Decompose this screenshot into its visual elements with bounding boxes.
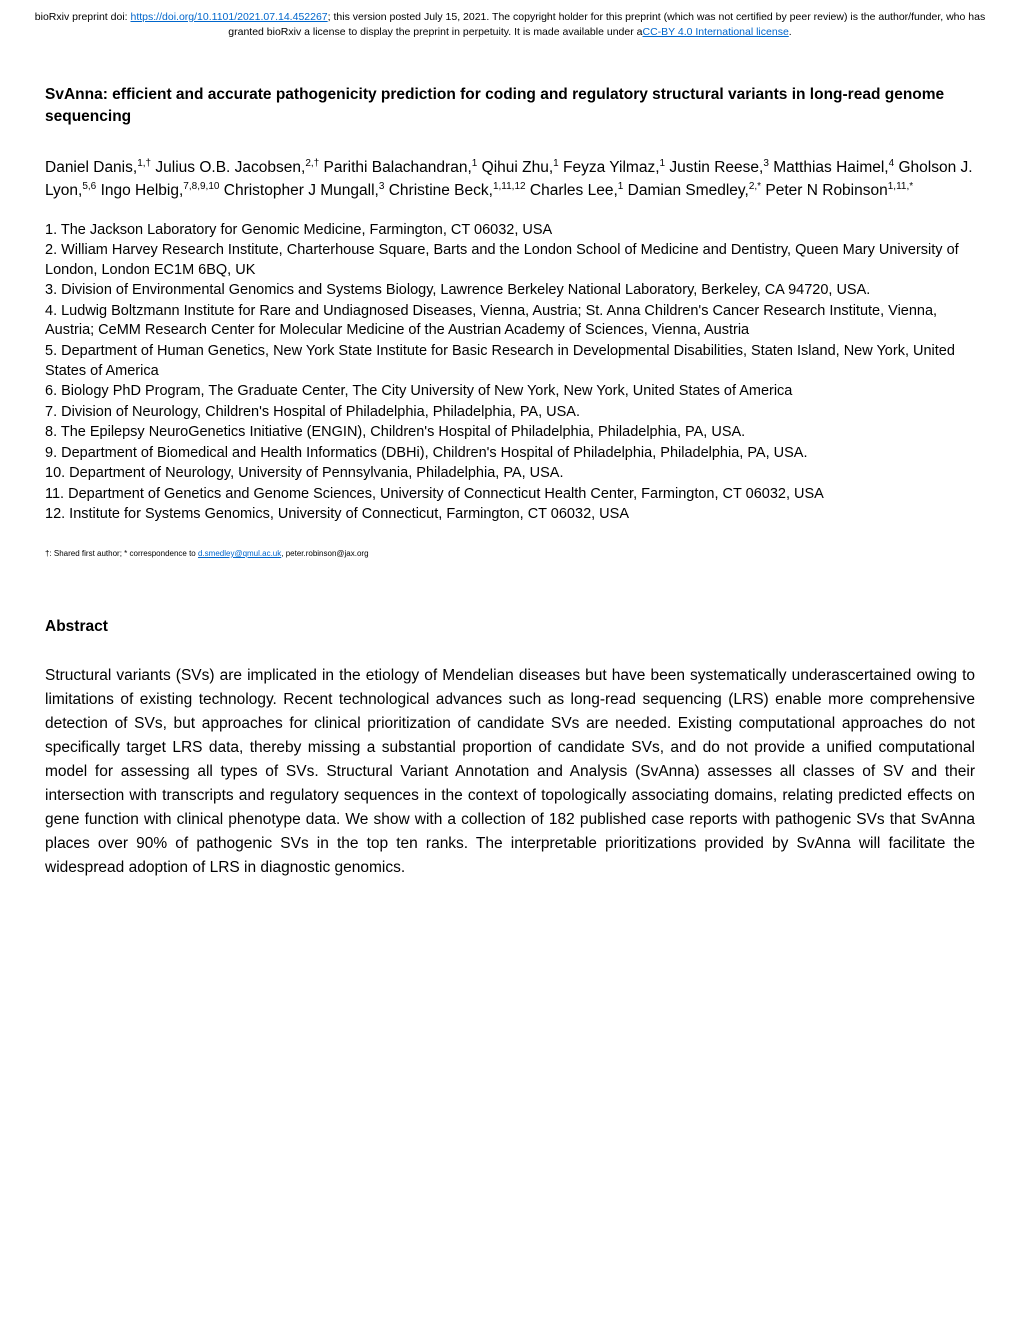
affiliation-item: 2. William Harvey Research Institute, Ch… <box>45 241 975 280</box>
author-name: Parithi Balachandran, <box>324 159 472 176</box>
doi-link[interactable]: https://doi.org/10.1101/2021.07.14.45226… <box>131 11 328 23</box>
author-name: Christopher J Mungall, <box>224 182 379 199</box>
correspondence-suffix: , peter.robinson@jax.org <box>281 549 368 558</box>
affiliation-item: 5. Department of Human Genetics, New Yor… <box>45 342 975 381</box>
affiliation-item: 6. Biology PhD Program, The Graduate Cen… <box>45 382 975 402</box>
affiliation-item: 8. The Epilepsy NeuroGenetics Initiative… <box>45 423 975 443</box>
author-name: Charles Lee, <box>530 182 618 199</box>
author-name: Daniel Danis, <box>45 159 137 176</box>
affiliation-item: 4. Ludwig Boltzmann Institute for Rare a… <box>45 302 975 341</box>
author-list: Daniel Danis,1,† Julius O.B. Jacobsen,2,… <box>45 156 975 203</box>
author-affil-sup: 1 <box>618 181 624 192</box>
author-affil-sup: 3 <box>763 158 769 169</box>
author-affil-sup: 5,6 <box>82 181 96 192</box>
author-affil-sup: 1 <box>660 158 666 169</box>
affiliation-list: 1. The Jackson Laboratory for Genomic Me… <box>45 221 975 525</box>
author-affil-sup: 4 <box>889 158 895 169</box>
affiliation-item: 1. The Jackson Laboratory for Genomic Me… <box>45 221 975 241</box>
author-name: Damian Smedley, <box>628 182 749 199</box>
author-affil-sup: 2,† <box>305 158 319 169</box>
author-name: Justin Reese, <box>669 159 763 176</box>
preprint-banner: bioRxiv preprint doi: https://doi.org/10… <box>0 0 1020 44</box>
banner-middle: ; this version posted July 15, 2021. The… <box>228 11 985 38</box>
banner-suffix: . <box>789 26 792 38</box>
author-affil-sup: 1,11,* <box>888 181 913 192</box>
author-name: Qihui Zhu, <box>482 159 554 176</box>
author-name: Christine Beck, <box>389 182 493 199</box>
author-name: Matthias Haimel, <box>773 159 888 176</box>
banner-prefix: bioRxiv preprint doi: <box>35 11 131 23</box>
author-affil-sup: 1 <box>472 158 478 169</box>
author-affil-sup: 1,11,12 <box>493 181 526 192</box>
author-name: Julius O.B. Jacobsen, <box>155 159 305 176</box>
author-affil-sup: 1 <box>553 158 559 169</box>
affiliation-item: 3. Division of Environmental Genomics an… <box>45 281 975 301</box>
author-name: Ingo Helbig, <box>101 182 184 199</box>
author-affil-sup: 1,† <box>137 158 151 169</box>
abstract-text: Structural variants (SVs) are implicated… <box>45 664 975 880</box>
abstract-heading: Abstract <box>45 618 975 636</box>
author-affil-sup: 2,* <box>749 181 761 192</box>
affiliation-item: 9. Department of Biomedical and Health I… <box>45 444 975 464</box>
author-name: Peter N Robinson <box>765 182 887 199</box>
affiliation-item: 11. Department of Genetics and Genome Sc… <box>45 485 975 505</box>
license-link[interactable]: CC-BY 4.0 International license <box>642 26 788 38</box>
correspondence-email-link[interactable]: d.smedley@qmul.ac.uk <box>198 549 281 558</box>
author-name: Feyza Yilmaz, <box>563 159 659 176</box>
affiliation-item: 10. Department of Neurology, University … <box>45 464 975 484</box>
paper-content: SvAnna: efficient and accurate pathogeni… <box>0 44 1020 920</box>
author-affil-sup: 7,8,9,10 <box>183 181 219 192</box>
affiliation-item: 7. Division of Neurology, Children's Hos… <box>45 403 975 423</box>
affiliation-item: 12. Institute for Systems Genomics, Univ… <box>45 505 975 525</box>
correspondence-prefix: †: Shared first author; * correspondence… <box>45 549 198 558</box>
author-affil-sup: 3 <box>379 181 385 192</box>
paper-title: SvAnna: efficient and accurate pathogeni… <box>45 84 975 127</box>
correspondence-note: †: Shared first author; * correspondence… <box>45 549 975 558</box>
